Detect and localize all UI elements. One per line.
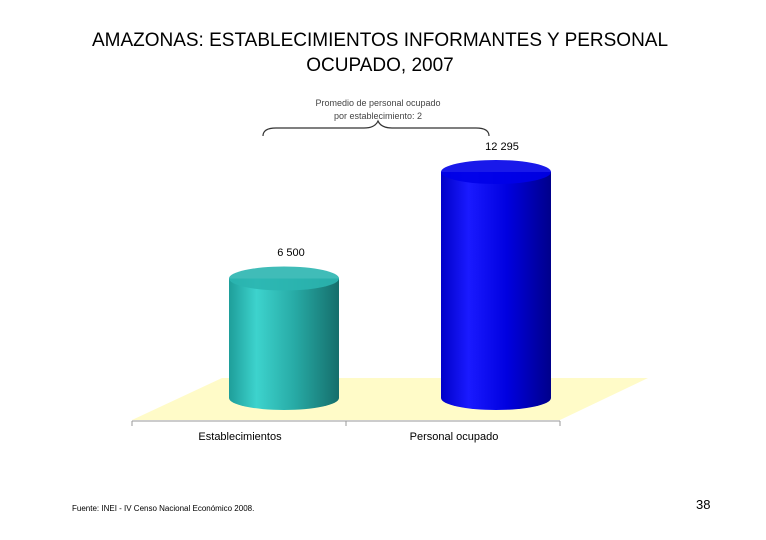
chart-title-line-2: OCUPADO, 2007 (306, 55, 454, 76)
page-number: 38 (696, 497, 711, 512)
chart-title: AMAZONAS: ESTABLECIMIENTOS INFORMANTES Y… (20, 28, 740, 78)
x-tick-label-personal-ocupado: Personal ocupado (410, 431, 499, 443)
chart-title-line-1: AMAZONAS: ESTABLECIMIENTOS INFORMANTES Y… (91, 30, 669, 51)
annotation-brace (262, 119, 490, 137)
data-label-personal-ocupado: 12 295 (485, 141, 519, 153)
data-label-establecimientos: 6 500 (277, 247, 305, 259)
annotation-line-2: por establecimiento: 2 (334, 111, 422, 121)
bar-personal-ocupado (441, 172, 551, 410)
bar-top-establecimientos (229, 266, 339, 291)
annotation-line-1: Promedio de personal ocupado (315, 98, 440, 108)
x-tick-label-establecimientos: Establecimientos (198, 431, 282, 443)
bar-series (229, 160, 551, 410)
bar-top-personal-ocupado (441, 160, 551, 184)
bar-establecimientos (229, 278, 339, 410)
source-note: Fuente: INEI - IV Censo Nacional Económi… (72, 504, 255, 513)
chart-floor (132, 378, 648, 420)
